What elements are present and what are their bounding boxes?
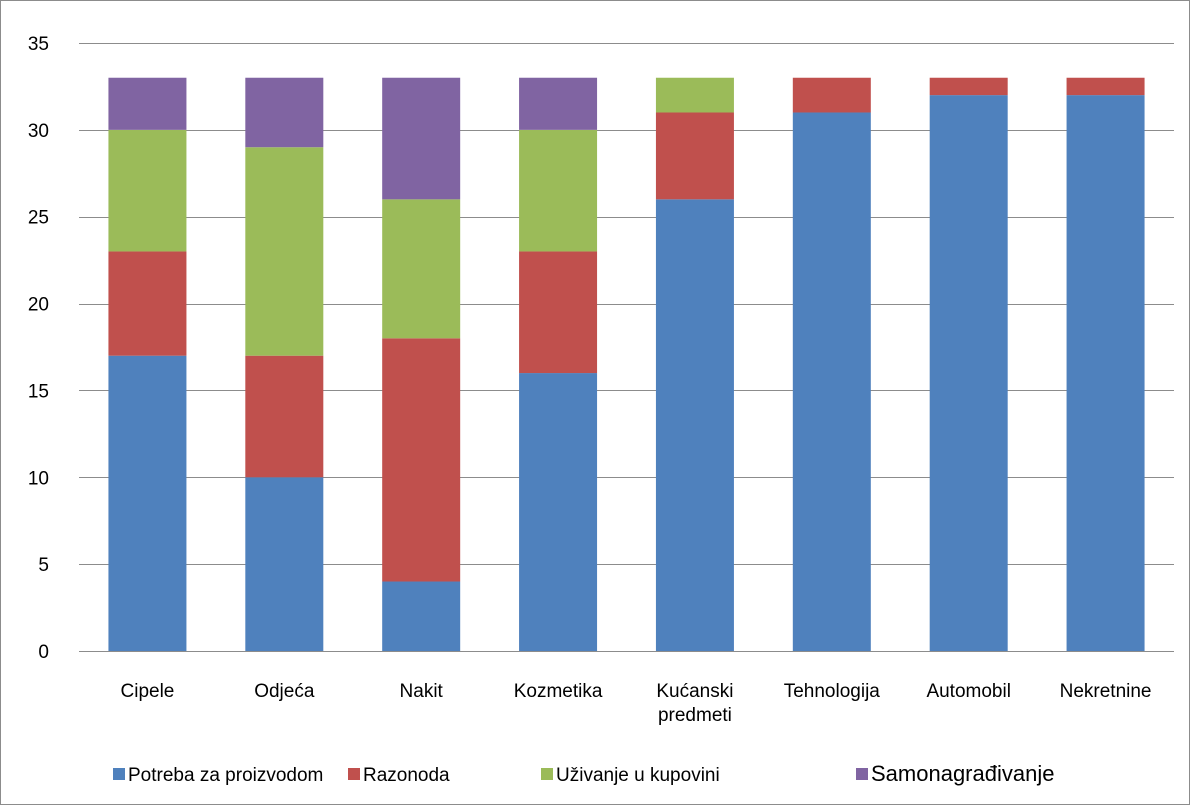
y-tick-label: 5 xyxy=(38,555,49,576)
bar-segment xyxy=(929,77,1008,96)
bar-segment xyxy=(382,77,461,200)
bar-segment xyxy=(245,355,324,478)
y-tick-label: 0 xyxy=(38,642,49,663)
legend-swatch xyxy=(348,768,360,780)
bar-segment xyxy=(519,373,598,651)
legend-label: Potreba za proizvodom xyxy=(128,765,323,786)
bar-segment xyxy=(655,112,734,200)
x-tick-label: Cipele xyxy=(121,681,175,702)
x-tick-label: Kozmetika xyxy=(514,681,603,702)
x-tick-label: Kućanski xyxy=(656,681,733,702)
legend-swatch xyxy=(541,768,553,780)
bar-segment xyxy=(792,112,871,651)
bar-segment xyxy=(108,77,187,130)
x-tick-label: Automobil xyxy=(926,681,1011,702)
bar-segment xyxy=(1066,77,1145,96)
bar-segment xyxy=(245,77,324,148)
legend: Potreba za proizvodom Razonoda Uživanje u … xyxy=(113,761,1054,786)
bar-segment xyxy=(382,338,461,582)
bar-segment xyxy=(108,355,187,651)
y-tick-label: 25 xyxy=(28,208,49,229)
bar-segment xyxy=(655,77,734,113)
legend-swatch xyxy=(113,768,125,780)
bar-segment xyxy=(245,147,324,356)
bar-segment xyxy=(382,199,461,339)
gridlines xyxy=(79,43,1174,565)
bar-segment xyxy=(792,77,871,113)
y-tick-label: 35 xyxy=(28,34,49,55)
x-tick-label: predmeti xyxy=(658,705,732,726)
bars xyxy=(108,77,1145,652)
bar-segment xyxy=(655,199,734,652)
y-tick-label: 30 xyxy=(28,121,49,142)
legend-label: Uživanje u kupovini xyxy=(556,765,720,786)
bar-segment xyxy=(519,251,598,374)
legend-label: Samonagrađivanje xyxy=(871,761,1054,786)
x-tick-label: Tehnologija xyxy=(784,681,881,702)
legend-swatch xyxy=(856,768,868,780)
legend-label: Razonoda xyxy=(363,765,450,786)
bar-segment xyxy=(519,129,598,252)
bar-segment xyxy=(519,77,598,130)
bar-segment xyxy=(108,251,187,356)
x-tick-label: Nekretnine xyxy=(1060,681,1152,702)
x-tick-label: Odjeća xyxy=(254,681,315,702)
bar-segment xyxy=(382,581,461,651)
y-tick-label: 15 xyxy=(28,381,49,402)
bar-segment xyxy=(245,477,324,651)
axes: 0 5 10 15 20 25 30 35 Cipele Odjeća Nakit Kozmetika… xyxy=(28,34,1174,726)
bar-segment xyxy=(1066,95,1145,652)
bar-segment xyxy=(108,129,187,252)
bar-segment xyxy=(929,95,1008,652)
y-tick-label: 10 xyxy=(28,468,49,489)
y-tick-label: 20 xyxy=(28,295,49,316)
x-tick-label: Nakit xyxy=(400,681,444,702)
